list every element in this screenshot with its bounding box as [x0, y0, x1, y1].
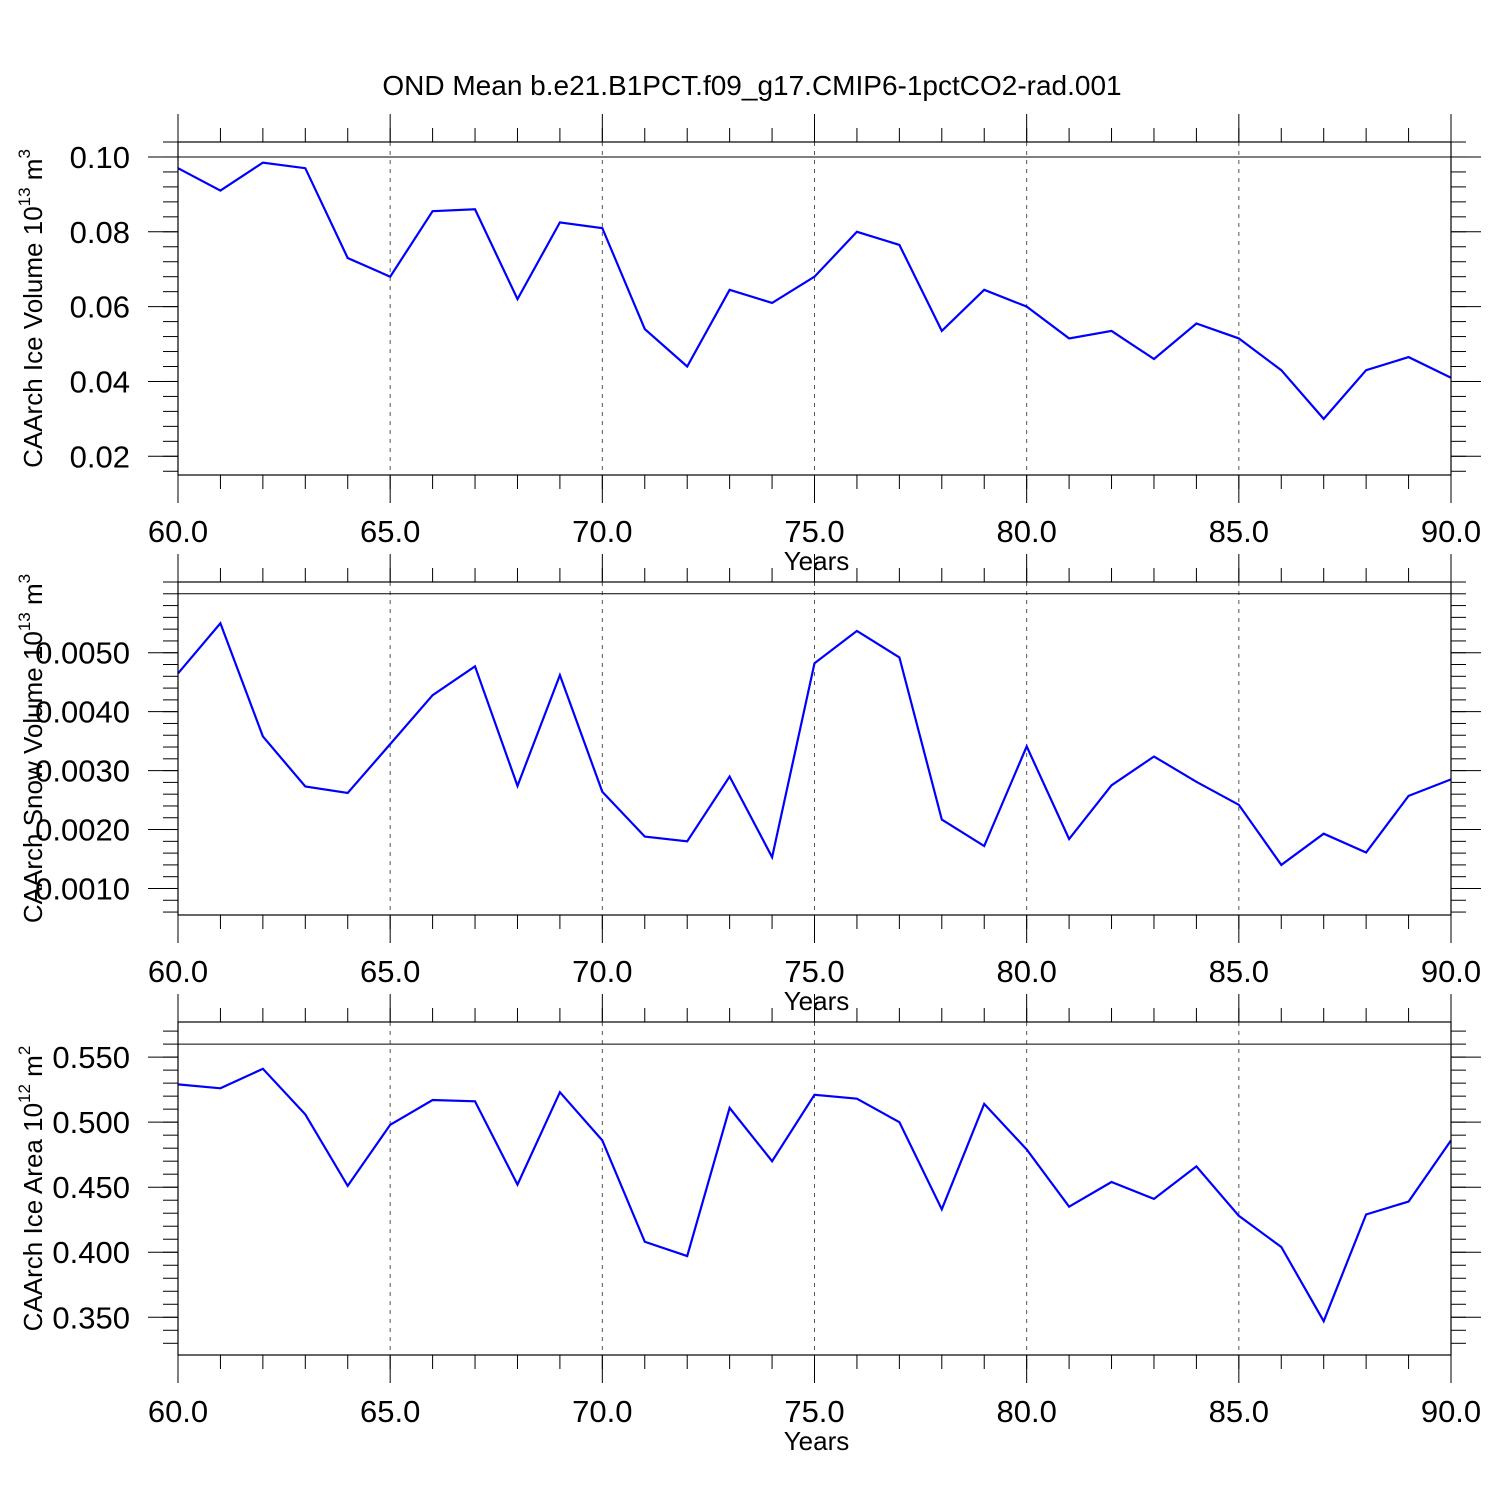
x-tick-label: 60.0: [148, 1394, 208, 1429]
y-axis-label-exponent: 13: [15, 187, 34, 206]
x-tick-label: 80.0: [996, 954, 1056, 989]
y-axis-label-text: CAArch Ice Area 10: [18, 1103, 48, 1331]
plot-frame: [177, 1021, 1452, 1356]
x-tick-label: 80.0: [996, 514, 1056, 549]
x-tick-label: 85.0: [1209, 514, 1269, 549]
x-tick-label: 65.0: [360, 954, 420, 989]
x-tick-label: 65.0: [360, 514, 420, 549]
y-tick-label: 0.10: [70, 140, 130, 175]
y-axis-label-exponent: 13: [15, 612, 34, 631]
x-tick-label: 90.0: [1421, 954, 1481, 989]
y-axis-label-unit: m: [18, 1055, 48, 1084]
data-series-line: [177, 621, 1452, 867]
x-tick-label: 60.0: [148, 514, 208, 549]
x-tick-label: 60.0: [148, 954, 208, 989]
x-tick-label: 65.0: [360, 1394, 420, 1429]
chart-panel-1: 0.02 0.04 0.06 0.08 0.10 60.0 65.0 70.0 75.0 80.0…: [15, 114, 1481, 576]
x-tick-label: 85.0: [1209, 1394, 1269, 1429]
y-tick-label: 0.550: [52, 1040, 130, 1075]
y-tick-label: 0.400: [52, 1235, 130, 1270]
y-tick-label: 0.0050: [35, 636, 130, 671]
x-tick-label: 90.0: [1421, 1394, 1481, 1429]
y-tick-label: 0.500: [52, 1105, 130, 1140]
y-axis-label-exponent: 12: [15, 1084, 34, 1103]
x-tick-label: 75.0: [784, 954, 844, 989]
y-axis-label-text: CAArch Ice Volume 10: [18, 206, 48, 468]
x-tick-label: 70.0: [572, 1394, 632, 1429]
plot-frame: [177, 141, 1452, 476]
y-tick-label: 0.06: [70, 290, 130, 325]
plot-frame: [177, 581, 1452, 916]
x-tick-label: 70.0: [572, 514, 632, 549]
data-series-line: [177, 1067, 1452, 1324]
data-series-line: [177, 161, 1452, 421]
y-tick-label: 0.450: [52, 1170, 130, 1205]
x-tick-label: 70.0: [572, 954, 632, 989]
x-tick-label: 85.0: [1209, 954, 1269, 989]
y-tick-label: 0.350: [52, 1300, 130, 1335]
y-axis-label-text: CAArch Snow Volume 10: [18, 631, 48, 923]
y-axis-label-unit: m: [18, 159, 48, 188]
x-tick-label: 90.0: [1421, 514, 1481, 549]
chart-panel-2: 0.0010 0.0020 0.0030 0.0040 0.0050 60.0 65.0 70…: [15, 554, 1481, 1016]
x-tick-label: 75.0: [784, 514, 844, 549]
chart-panel-3: 0.350 0.400 0.450 0.500 0.550 60.0 65.0 70.0 75.…: [15, 994, 1481, 1456]
y-tick-label: 0.0020: [35, 813, 130, 848]
y-axis-label: CAArch Ice Area 1012 m2: [15, 1046, 48, 1332]
chart-panels: 0.02 0.04 0.06 0.08 0.10 60.0 65.0 70.0 75.0 80.0…: [15, 114, 1481, 1456]
y-axis-label-unit-exponent: 3: [15, 574, 34, 583]
y-tick-label: 0.0040: [35, 695, 130, 730]
y-axis-label: CAArch Snow Volume 1013 m3: [15, 574, 48, 923]
figure-title: OND Mean b.e21.B1PCT.f09_g17.CMIP6-1pctC…: [382, 70, 1121, 101]
y-tick-label: 0.0030: [35, 754, 130, 789]
x-tick-label: 80.0: [996, 1394, 1056, 1429]
x-axis-label: Years: [784, 546, 850, 576]
y-tick-label: 0.04: [70, 364, 130, 399]
y-axis-label: CAArch Ice Volume 1013 m3: [15, 149, 48, 468]
y-tick-label: 0.02: [70, 439, 130, 474]
x-tick-label: 75.0: [784, 1394, 844, 1429]
y-axis-label-unit-exponent: 2: [15, 1046, 34, 1055]
y-tick-label: 0.0010: [35, 871, 130, 906]
y-axis-label-unit: m: [18, 583, 48, 612]
y-tick-label: 0.08: [70, 215, 130, 250]
y-axis-label-unit-exponent: 3: [15, 149, 34, 158]
x-axis-label: Years: [784, 1426, 850, 1456]
x-axis-label: Years: [784, 986, 850, 1016]
